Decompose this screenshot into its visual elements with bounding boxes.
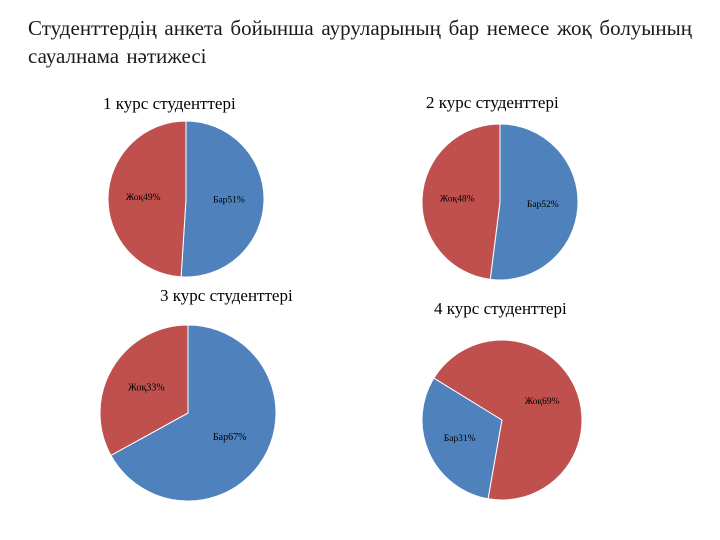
pie-slice-label: Жоқ69%	[525, 397, 560, 407]
pie-slice-label: Бар31%	[444, 434, 476, 444]
pie-chart-course-4: Бар31% Жоқ69%	[0, 0, 720, 540]
